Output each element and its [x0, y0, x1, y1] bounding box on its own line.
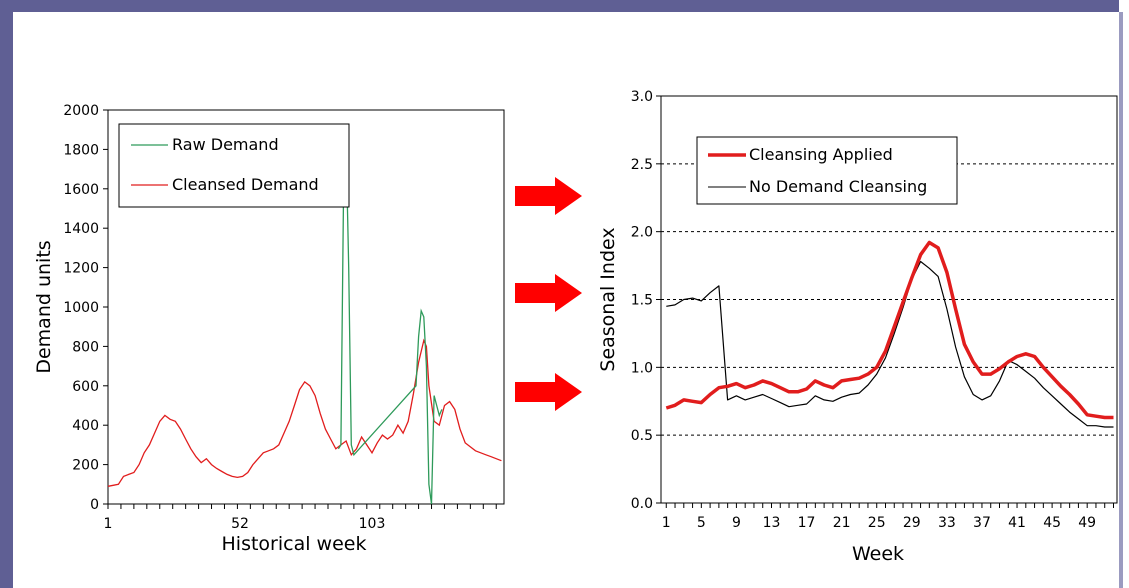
x-tick-label: 9	[732, 515, 741, 531]
chart1-legend: Raw Demand Cleansed Demand	[118, 123, 350, 208]
chart2-x-ticks: 1 5 9 13 17 21 25 29 33 37 41 45 49	[662, 503, 1114, 531]
y-tick-label: 1200	[63, 261, 99, 277]
x-tick-label: 5	[697, 515, 706, 531]
seasonal-index-chart: 0.0 0.5 1.0 1.5 2.0 2.5 3.0 1 5 9 13 17 21 25 29 33 37 4…	[597, 89, 1118, 565]
y-tick-label: 1.0	[631, 360, 653, 376]
x-tick-label: 1	[104, 516, 113, 532]
x-tick-label: 45	[1043, 515, 1061, 531]
legend-label-raw-demand: Raw Demand	[172, 135, 279, 154]
y-tick-label: 0	[90, 497, 99, 513]
x-tick-label: 29	[903, 515, 921, 531]
y-tick-label: 1000	[63, 300, 99, 316]
y-tick-label: 2000	[63, 103, 99, 119]
y-tick-label: 0.5	[631, 428, 653, 444]
chart1-x-ticks: 1 52 103	[104, 504, 497, 532]
chart1-x-axis-label: Historical week	[222, 533, 367, 555]
arrow-icon	[515, 373, 582, 411]
chart2-legend: Cleansing Applied No Demand Cleansing	[696, 136, 958, 205]
y-tick-label: 1.5	[631, 293, 653, 309]
chart2-legend-box	[696, 136, 958, 205]
chart2-gridlines	[661, 163, 1117, 436]
chart2-series	[665, 240, 1114, 428]
frame-right-edge	[1123, 12, 1129, 588]
x-tick-label: 33	[938, 515, 956, 531]
x-tick-label: 37	[973, 515, 991, 531]
cleansed-demand-line	[107, 338, 502, 487]
arrow-icon	[515, 274, 582, 312]
chart2-y-axis-label: Seasonal Index	[597, 227, 619, 371]
x-tick-label: 13	[763, 515, 781, 531]
y-tick-label: 2.0	[631, 225, 653, 241]
x-tick-label: 49	[1078, 515, 1096, 531]
y-tick-label: 2.5	[631, 157, 653, 173]
chart1-legend-box	[118, 123, 350, 208]
frame-left-border	[0, 0, 13, 588]
x-tick-label: 17	[798, 515, 816, 531]
arrow-icon	[515, 177, 582, 215]
historical-demand-chart: 0 200 400 600 800 1000 1200 1400 1600 1800 2000 1 5…	[33, 103, 505, 555]
y-tick-label: 0.0	[631, 496, 653, 512]
frame-right-shadow	[1119, 12, 1123, 588]
y-tick-label: 3.0	[631, 89, 653, 105]
chart1-y-ticks: 0 200 400 600 800 1000 1200 1400 1600 1800 2000	[63, 103, 108, 513]
chart2-x-axis-label: Week	[852, 543, 904, 565]
y-tick-label: 1400	[63, 221, 99, 237]
x-tick-label: 1	[662, 515, 671, 531]
y-tick-label: 400	[72, 418, 99, 434]
x-tick-label: 103	[359, 516, 386, 532]
y-tick-label: 1600	[63, 182, 99, 198]
y-tick-label: 800	[72, 339, 99, 355]
y-tick-label: 1800	[63, 142, 99, 158]
cleansing-applied-line	[665, 240, 1114, 420]
frame-top-border	[0, 0, 1119, 12]
arrows	[515, 177, 582, 411]
y-tick-label: 600	[72, 379, 99, 395]
y-tick-label: 200	[72, 458, 99, 474]
x-tick-label: 41	[1008, 515, 1026, 531]
no-demand-cleansing-line	[666, 260, 1114, 428]
legend-label-no-demand-cleansing: No Demand Cleansing	[749, 177, 927, 196]
legend-label-cleansing-applied: Cleansing Applied	[749, 145, 893, 164]
x-tick-label: 25	[868, 515, 886, 531]
x-tick-label: 21	[833, 515, 851, 531]
chart1-y-axis-label: Demand units	[33, 240, 55, 373]
chart2-y-ticks: 0.0 0.5 1.0 1.5 2.0 2.5 3.0	[631, 89, 661, 512]
x-tick-label: 52	[231, 516, 249, 532]
legend-label-cleansed-demand: Cleansed Demand	[172, 175, 319, 194]
